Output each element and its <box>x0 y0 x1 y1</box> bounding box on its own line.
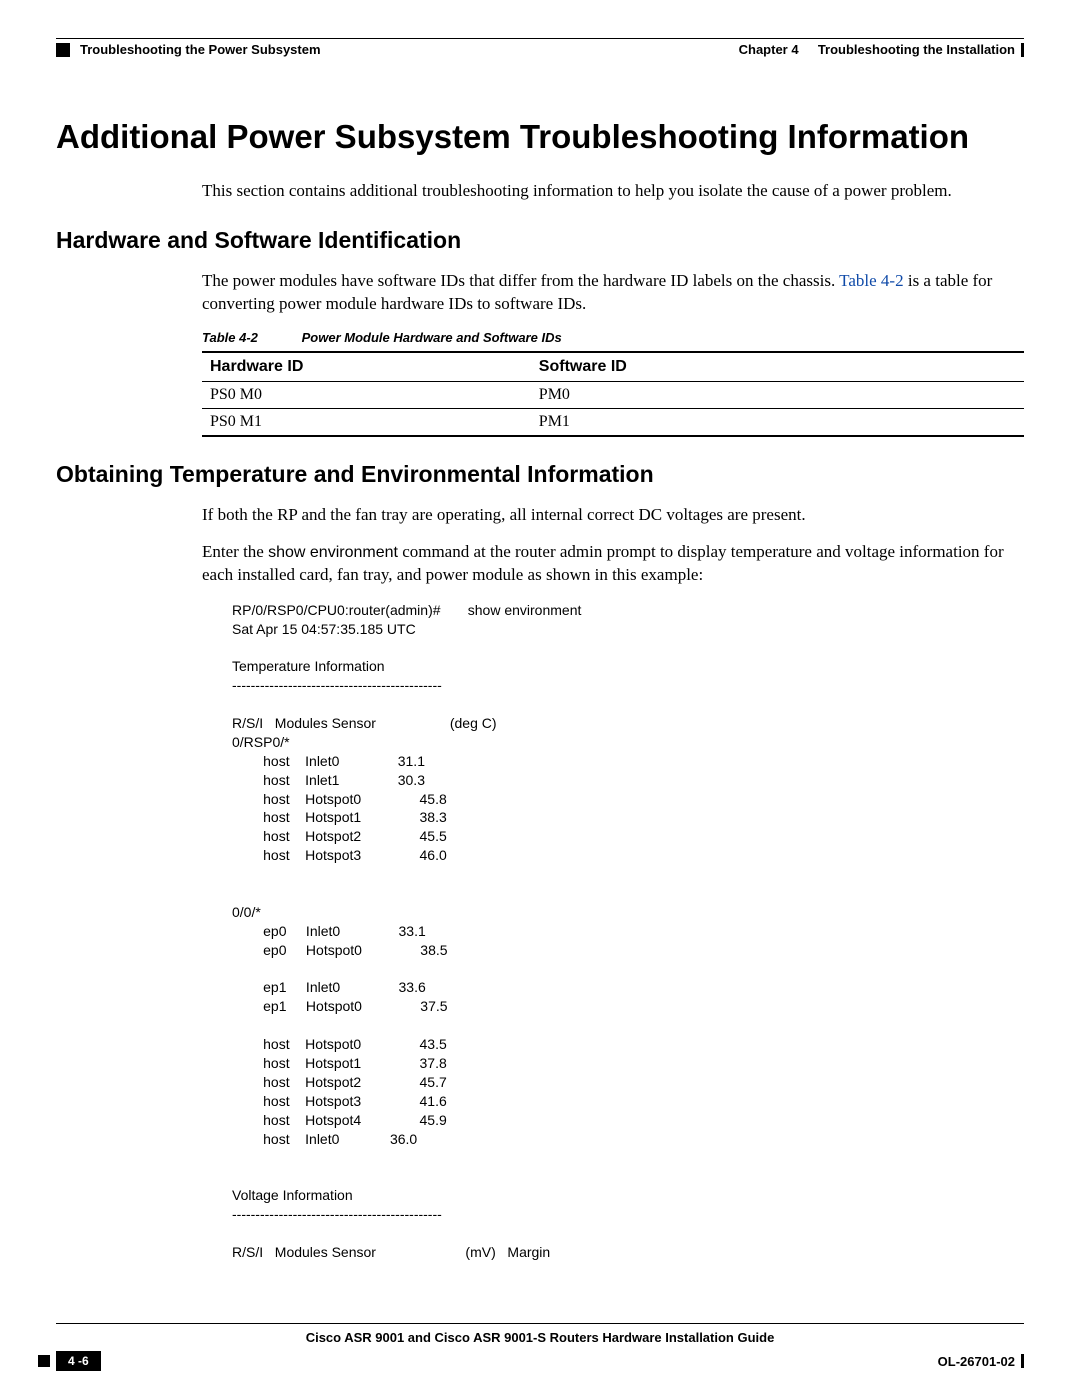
section-hw-sw-id: Hardware and Software Identification <box>56 227 1024 254</box>
cell: PS0 M0 <box>202 381 531 408</box>
header-chapter-label: Chapter 4 <box>739 42 799 57</box>
section-env-info: Obtaining Temperature and Environmental … <box>56 461 1024 488</box>
table-header-row: Hardware ID Software ID <box>202 352 1024 382</box>
env-para-1: If both the RP and the fan tray are oper… <box>202 504 1024 527</box>
show-environment-command: show environment <box>268 544 398 561</box>
footer-rule <box>56 1323 1024 1324</box>
header-rule <box>56 38 1024 39</box>
page-title: Additional Power Subsystem Troubleshooti… <box>56 118 1024 156</box>
table-label: Table 4-2 <box>202 330 298 345</box>
hw-sw-text-pre: The power modules have software IDs that… <box>202 271 839 290</box>
table-ref-link[interactable]: Table 4-2 <box>839 271 903 290</box>
header-section-title: Troubleshooting the Power Subsystem <box>80 42 321 57</box>
cell: PM0 <box>531 381 1024 408</box>
table-row: PS0 M0 PM0 <box>202 381 1024 408</box>
intro-paragraph: This section contains additional trouble… <box>202 180 1024 203</box>
col-hardware-id: Hardware ID <box>202 352 531 382</box>
cell: PS0 M1 <box>202 408 531 436</box>
header-marker-icon <box>56 43 70 57</box>
header-chapter-title: Troubleshooting the Installation <box>818 42 1015 57</box>
hw-sw-paragraph: The power modules have software IDs that… <box>202 270 1024 316</box>
id-table: Hardware ID Software ID PS0 M0 PM0 PS0 M… <box>202 351 1024 437</box>
env-para-2: Enter the show environment command at th… <box>202 541 1024 587</box>
footer-end-bar-icon <box>1021 1354 1024 1368</box>
env-para-2-pre: Enter the <box>202 542 268 561</box>
terminal-output: RP/0/RSP0/CPU0:router(admin)# show envir… <box>232 601 1024 1262</box>
main-content: Additional Power Subsystem Troubleshooti… <box>56 118 1024 1262</box>
table-caption: Table 4-2 Power Module Hardware and Soft… <box>202 330 1024 345</box>
page-header: Troubleshooting the Power Subsystem Chap… <box>56 42 1024 57</box>
table-caption-text: Power Module Hardware and Software IDs <box>302 330 562 345</box>
footer-marker-icon <box>38 1355 50 1367</box>
table-row: PS0 M1 PM1 <box>202 408 1024 436</box>
cell: PM1 <box>531 408 1024 436</box>
page-number-badge: 4 -6 <box>56 1351 101 1371</box>
footer-doc-id: OL-26701-02 <box>938 1354 1015 1369</box>
col-software-id: Software ID <box>531 352 1024 382</box>
page-footer: Cisco ASR 9001 and Cisco ASR 9001-S Rout… <box>56 1323 1024 1371</box>
footer-guide-title: Cisco ASR 9001 and Cisco ASR 9001-S Rout… <box>56 1330 1024 1345</box>
header-end-bar-icon <box>1021 43 1024 57</box>
